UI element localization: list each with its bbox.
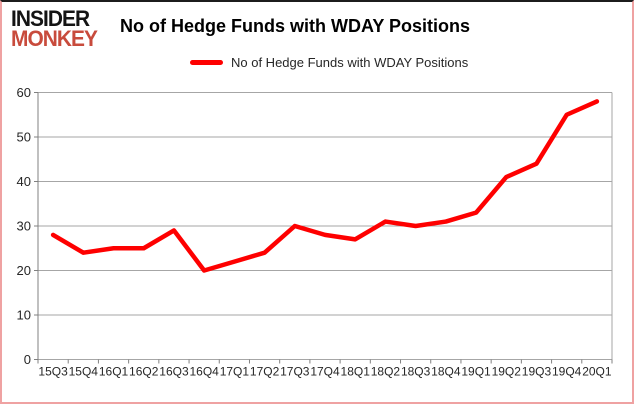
legend: No of Hedge Funds with WDAY Positions [190,55,468,70]
x-axis-label-19Q2: 19Q2 [492,365,522,379]
y-axis-label-10: 10 [17,308,31,323]
x-axis-label-16Q1: 16Q1 [99,365,129,379]
y-axis-label-60: 60 [17,85,31,100]
y-axis-label-0: 0 [24,352,31,367]
x-axis-label-16Q3: 16Q3 [159,365,189,379]
insider-monkey-logo: INSIDER MONKEY [11,6,102,52]
y-axis-label-50: 50 [17,130,31,145]
x-axis-label-17Q3: 17Q3 [280,365,310,379]
x-axis-label-16Q4: 16Q4 [189,365,219,379]
x-axis-label-15Q3: 15Q3 [38,365,68,379]
x-axis-label-16Q2: 16Q2 [129,365,159,379]
legend-label: No of Hedge Funds with WDAY Positions [231,55,469,70]
data-line [50,99,600,273]
y-axis-label-20: 20 [17,263,31,278]
legend-line-swatch [190,60,223,65]
chart-title: No of Hedge Funds with WDAY Positions [120,16,471,36]
x-axis-label-19Q1: 19Q1 [461,365,491,379]
x-axis-label-15Q4: 15Q4 [69,365,99,379]
x-axis-label-18Q2: 18Q2 [371,365,401,379]
x-axis-label-18Q4: 18Q4 [431,365,461,379]
x-axis-label-18Q3: 18Q3 [401,365,431,379]
x-axis-label-19Q3: 19Q3 [522,365,552,379]
y-axis-label-40: 40 [17,174,31,189]
logo-text-monkey: MONKEY [11,26,98,52]
x-axis-label-20Q1: 20Q1 [582,365,612,379]
x-axis-label-17Q2: 17Q2 [250,365,280,379]
x-axis-label-17Q4: 17Q4 [310,365,340,379]
x-axis-label-18Q1: 18Q1 [341,365,371,379]
x-axis-label-19Q4: 19Q4 [552,365,582,379]
logo-text-insider: INSIDER [11,6,90,31]
y-axis-label-30: 30 [17,219,31,234]
x-axis-label-17Q1: 17Q1 [220,365,250,379]
